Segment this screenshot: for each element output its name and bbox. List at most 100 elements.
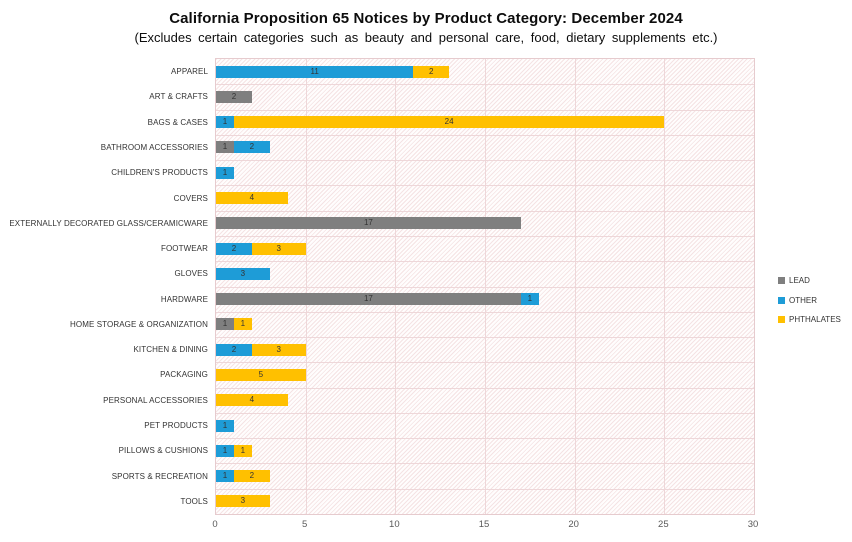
horizontal-gridline	[216, 337, 754, 339]
bar-row: 1	[216, 419, 234, 432]
category-label: BAGS & CASES	[147, 117, 208, 127]
horizontal-gridline	[216, 463, 754, 465]
bar-segment-phthalates: 3	[216, 495, 270, 508]
x-tick-label: 5	[302, 519, 308, 530]
category-label: APPAREL	[170, 67, 208, 77]
horizontal-gridline	[216, 387, 754, 389]
legend-item-lead: LEAD	[778, 271, 841, 291]
bar-value-label: 2	[231, 344, 237, 354]
bar-segment-other: 2	[233, 141, 270, 154]
x-tick-label: 20	[568, 519, 579, 530]
bar-segment-phthalates: 4	[216, 394, 288, 407]
x-tick-label: 15	[478, 519, 490, 530]
bar-value-label: 2	[428, 66, 434, 76]
x-tick-label: 10	[389, 519, 400, 530]
category-label: KITCHEN & DINING	[133, 345, 208, 355]
bar-segment-phthalates: 24	[233, 116, 665, 129]
category-label: PERSONAL ACCESSORIES	[103, 395, 208, 405]
bar-value-label: 2	[249, 142, 255, 152]
category-label: CHILDREN'S PRODUCTS	[111, 168, 208, 178]
bar-segment-phthalates: 1	[233, 444, 252, 457]
legend-item-phthalates: PHTHALATES	[778, 310, 841, 330]
phthalates-swatch-icon	[778, 316, 785, 324]
bar-value-label: 4	[249, 193, 255, 203]
bar-value-label: 1	[222, 420, 228, 430]
horizontal-gridline	[216, 160, 754, 162]
horizontal-gridline	[216, 109, 754, 111]
horizontal-gridline	[216, 412, 754, 414]
category-label: HARDWARE	[160, 294, 208, 304]
bar-value-label: 1	[240, 319, 246, 329]
bar-segment-other: 1	[216, 419, 234, 432]
category-label: TOOLS	[180, 496, 208, 506]
bar-segment-lead: 1	[216, 318, 234, 331]
bar-value-label: 1	[222, 319, 228, 329]
bar-value-label: 1	[240, 445, 246, 455]
bar-segment-other: 2	[216, 343, 252, 356]
bar-row: 2	[216, 90, 252, 103]
category-label: ART & CRAFTS	[149, 92, 208, 102]
legend-label: OTHER	[789, 295, 817, 305]
bar-segment-phthalates: 5	[216, 368, 306, 381]
bar-value-label: 11	[310, 66, 319, 76]
bar-segment-other: 2	[216, 242, 252, 255]
category-label: EXTERNALLY DECORATED GLASS/CERAMICWARE	[9, 218, 208, 228]
bar-row: 17	[216, 217, 521, 230]
bar-segment-phthalates: 3	[251, 343, 306, 356]
bar-segment-other: 1	[216, 116, 234, 129]
bar-row: 17 1	[216, 293, 539, 306]
category-label: PILLOWS & CUSHIONS	[118, 446, 208, 456]
lead-swatch-icon	[778, 277, 785, 285]
value-axis: 0 5 10 15 20 25 30	[212, 519, 758, 533]
x-tick-label: 30	[747, 519, 759, 530]
bar-value-label: 4	[249, 395, 255, 405]
bar-value-label: 2	[231, 243, 237, 253]
bar-segment-lead: 1	[216, 141, 234, 154]
horizontal-gridline	[216, 362, 754, 364]
bar-segment-other: 1	[216, 444, 234, 457]
bar-value-label: 2	[231, 91, 237, 101]
bar-value-label: 1	[527, 294, 533, 304]
horizontal-gridline	[216, 134, 754, 136]
bar-value-label: 1	[222, 167, 228, 177]
bar-row: 4	[216, 192, 288, 205]
legend-label: PHTHALATES	[789, 315, 841, 325]
category-label: FOOTWEAR	[160, 244, 208, 254]
bar-segment-phthalates: 3	[251, 242, 306, 255]
category-label: GLOVES	[174, 269, 208, 279]
bar-value-label: 1	[222, 445, 228, 455]
bar-segment-phthalates: 4	[216, 192, 288, 205]
bar-value-label: 3	[240, 268, 246, 278]
bar-segment-phthalates: 2	[413, 65, 450, 78]
bar-value-label: 3	[240, 496, 246, 506]
category-label: BATHROOM ACCESSORIES	[100, 142, 208, 152]
bar-row: 3	[216, 495, 270, 508]
bar-value-label: 1	[222, 471, 228, 481]
category-label: COVERS	[173, 193, 208, 203]
category-label: HOME STORAGE & ORGANIZATION	[70, 319, 208, 329]
bar-value-label: 5	[258, 369, 264, 379]
category-label: PACKAGING	[160, 370, 208, 380]
bar-segment-other: 1	[520, 293, 539, 306]
bar-segment-other: 1	[216, 470, 234, 483]
category-label: PET PRODUCTS	[144, 421, 208, 430]
horizontal-gridline	[216, 488, 754, 490]
bar-value-label: 1	[222, 117, 228, 127]
plot-area: 11 2 2 1 24 1 2 1 4 17 2 3 3 17 1 1 1 2 3 5 4 1 1 1 1 2 3	[215, 58, 755, 515]
category-axis: APPAREL ART & CRAFTS BAGS & CASES BATHROOM …	[0, 58, 208, 515]
horizontal-gridline	[216, 185, 754, 187]
bar-segment-other: 1	[216, 166, 234, 179]
horizontal-gridline	[216, 261, 754, 263]
category-label: SPORTS & RECREATION	[111, 471, 208, 481]
bar-value-label: 3	[276, 243, 281, 253]
legend: LEAD OTHER PHTHALATES	[778, 271, 841, 330]
bar-segment-other: 11	[216, 65, 414, 78]
horizontal-gridline	[216, 235, 754, 237]
bar-value-label: 17	[363, 218, 373, 228]
